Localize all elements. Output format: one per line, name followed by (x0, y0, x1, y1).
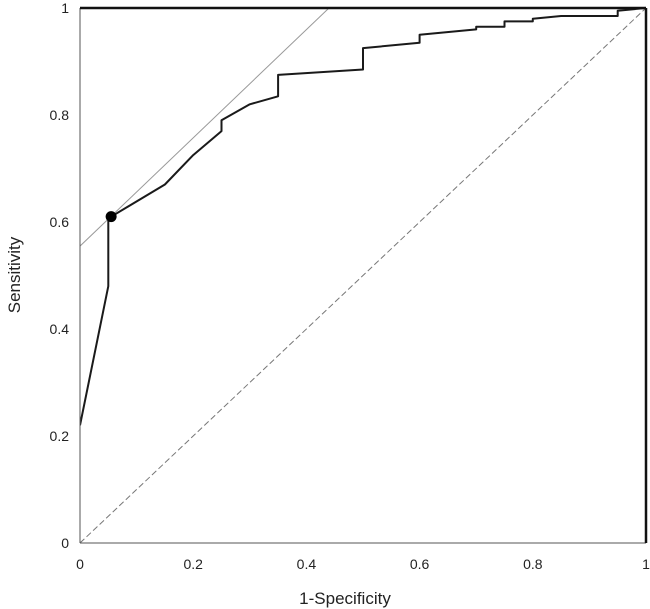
x-tick-label: 1 (642, 556, 650, 572)
y-tick-label: 0.4 (50, 321, 70, 337)
y-tick-label: 1 (61, 0, 69, 16)
x-tick-label: 0 (76, 556, 84, 572)
y-tick-label: 0.6 (50, 214, 70, 230)
axes (79, 6, 648, 544)
marker-layer (105, 211, 117, 223)
x-tick-label: 0.6 (410, 556, 430, 572)
x-tick-label: 0.4 (297, 556, 317, 572)
roc-curve (80, 8, 646, 426)
optimal-cutoff-point (105, 211, 117, 223)
y-axis-title: Sensitivity (5, 236, 24, 313)
reference-diagonal (80, 8, 646, 543)
x-tick-label: 0.2 (183, 556, 203, 572)
y-tick-label: 0 (61, 535, 69, 551)
y-tick-label: 0.2 (50, 428, 70, 444)
x-tick-label: 0.8 (523, 556, 543, 572)
tangent-line (80, 8, 330, 247)
x-axis-title: 1-Specificity (299, 589, 391, 608)
tick-labels: 0 0.2 0.4 0.6 0.8 1 0 0.2 0.4 0.6 0.8 1 (50, 0, 650, 572)
y-tick-label: 0.8 (50, 107, 70, 123)
plot-lines (80, 8, 646, 543)
